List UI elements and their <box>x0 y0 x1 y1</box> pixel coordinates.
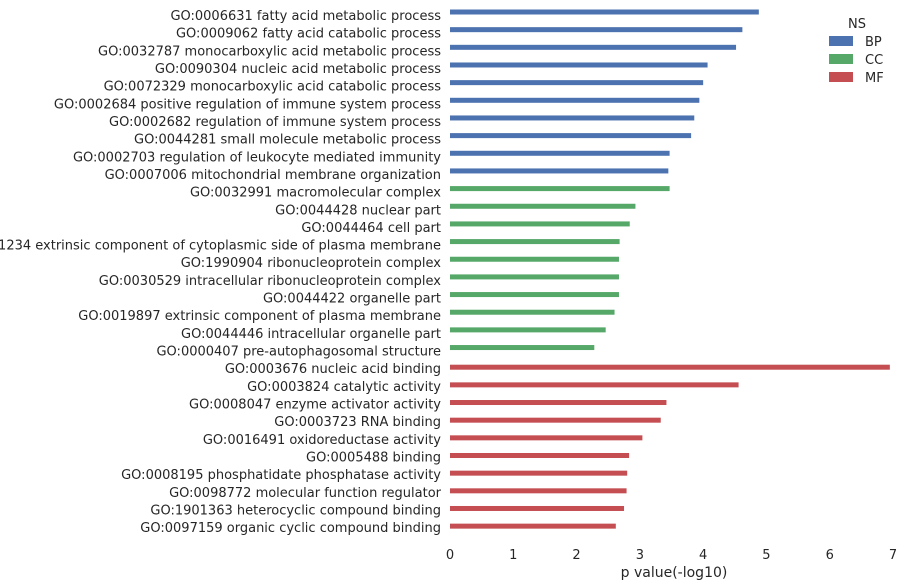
bar-cc <box>450 292 619 298</box>
bar-bp <box>450 97 700 103</box>
category-label: GO:0090304 nucleic acid metabolic proces… <box>155 62 441 77</box>
bars <box>450 9 890 529</box>
legend-label: BP <box>865 35 882 50</box>
legend-label: MF <box>865 71 884 86</box>
bar-mf <box>450 470 628 476</box>
bar-mf <box>450 400 667 406</box>
category-label: GO:1901363 heterocyclic compound binding <box>150 503 441 518</box>
category-label: GO:0030529 intracellular ribonucleoprote… <box>99 274 442 289</box>
category-label: GO:0044422 organelle part <box>263 292 441 307</box>
category-label: GO:0005488 binding <box>306 451 441 466</box>
bar-bp <box>450 80 704 86</box>
bar-mf <box>450 382 739 388</box>
category-label: GO:0002703 regulation of leukocyte media… <box>73 150 441 165</box>
bar-cc <box>450 309 615 315</box>
legend: NS BP CC MF <box>829 17 884 86</box>
category-label: GO:0002684 positive regulation of immune… <box>54 97 441 112</box>
bar-mf <box>450 364 890 370</box>
bar-cc <box>450 274 619 280</box>
bar-mf <box>450 435 643 441</box>
bar-bp <box>450 9 759 15</box>
category-label: GO:0000407 pre-autophagosomal structure <box>156 345 441 360</box>
bar-mf <box>450 488 627 494</box>
bar-cc <box>450 203 636 209</box>
category-labels: GO:0006631 fatty acid metabolic process G… <box>0 9 442 536</box>
category-label: GO:0031234 extrinsic component of cytopl… <box>0 239 441 254</box>
category-label: GO:0003676 nucleic acid binding <box>225 362 441 377</box>
category-label: GO:0003824 catalytic activity <box>247 380 441 395</box>
x-tick-label: 2 <box>572 548 580 563</box>
category-label: GO:0019897 extrinsic component of plasma… <box>78 309 441 324</box>
bar-mf <box>450 505 625 511</box>
category-label: GO:0072329 monocarboxylic acid catabolic… <box>104 80 442 95</box>
legend-title: NS <box>848 17 866 32</box>
bar-bp <box>450 62 708 68</box>
category-label: GO:0097159 organic cyclic compound bindi… <box>140 521 441 536</box>
category-label: GO:0002682 regulation of immune system p… <box>109 115 441 130</box>
category-label: GO:0044464 cell part <box>301 221 441 236</box>
x-tick-label: 6 <box>826 548 834 563</box>
x-tick-label: 7 <box>889 548 897 563</box>
legend-swatch-cc <box>829 54 853 64</box>
category-label: GO:0009062 fatty acid catabolic process <box>176 27 441 42</box>
category-label: GO:0044446 intracellular organelle part <box>181 327 441 342</box>
category-label: GO:0044428 nuclear part <box>275 203 441 218</box>
bar-bp <box>450 115 695 121</box>
x-axis: 0 1 2 3 4 5 6 7 <box>446 548 897 563</box>
bar-cc <box>450 327 606 333</box>
x-tick-label: 4 <box>699 548 707 563</box>
legend-label: CC <box>865 53 883 68</box>
x-axis-title: p value(-log10) <box>621 565 728 581</box>
legend-swatch-bp <box>829 36 853 46</box>
legend-swatch-mf <box>829 72 853 82</box>
x-tick-label: 5 <box>762 548 770 563</box>
bar-mf <box>450 523 616 529</box>
bar-cc <box>450 186 670 192</box>
category-label: GO:0032787 monocarboxylic acid metabolic… <box>98 44 441 59</box>
bar-bp <box>450 168 669 174</box>
category-label: GO:0098772 molecular function regulator <box>169 486 442 501</box>
category-label: GO:0016491 oxidoreductase activity <box>203 433 441 448</box>
bar-cc <box>450 221 630 227</box>
bar-bp <box>450 44 737 50</box>
category-label: GO:0008195 phosphatidate phosphatase act… <box>121 468 441 483</box>
category-label: GO:0006631 fatty acid metabolic process <box>170 9 441 24</box>
category-label: GO:0044281 small molecule metabolic proc… <box>134 133 441 148</box>
category-label: GO:1990904 ribonucleoprotein complex <box>181 256 442 271</box>
bar-bp <box>450 150 670 156</box>
bar-cc <box>450 256 619 262</box>
category-label: GO:0003723 RNA binding <box>274 415 441 430</box>
bar-cc <box>450 345 595 351</box>
category-label: GO:0007006 mitochondrial membrane organi… <box>105 168 441 183</box>
x-tick-label: 3 <box>636 548 644 563</box>
bar-mf <box>450 417 661 423</box>
bar-cc <box>450 239 620 245</box>
category-label: GO:0008047 enzyme activator activity <box>189 398 441 413</box>
x-tick-label: 0 <box>446 548 454 563</box>
x-tick-label: 1 <box>509 548 517 563</box>
bar-bp <box>450 27 743 33</box>
bar-bp <box>450 133 692 139</box>
category-label: GO:0032991 macromolecular complex <box>190 186 441 201</box>
bar-mf <box>450 453 630 458</box>
